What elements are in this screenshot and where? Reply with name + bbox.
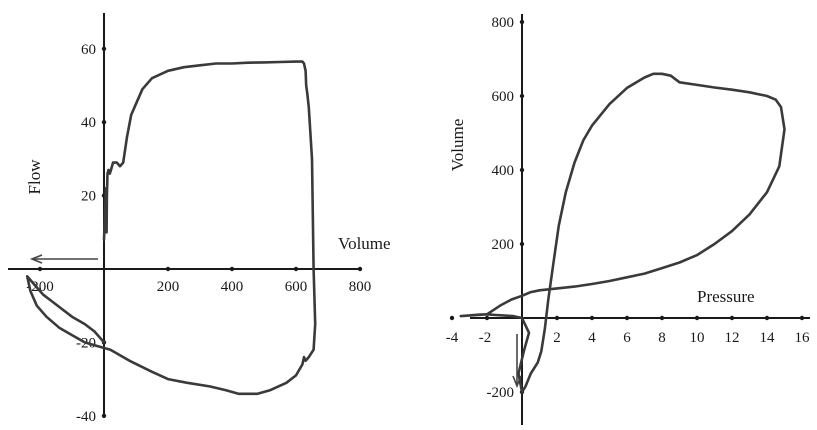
x-tick-label: 600 [285,279,308,295]
x-tick-label: 6 [623,330,631,346]
x-tick-mark [694,315,700,321]
x-tick-mark [799,315,805,321]
x-tick-label: 16 [795,330,811,346]
x-tick-mark [229,266,235,272]
x-tick-mark [449,315,455,321]
x-tick-mark [659,315,665,321]
x-tick-label: 4 [588,330,596,346]
x-tick-mark [357,266,363,272]
x-tick-label: 400 [221,279,244,295]
y-tick-label: 800 [492,15,515,31]
x-tick-mark [37,266,43,272]
y-tick-label: 600 [492,89,515,105]
x-tick-label: 2 [553,330,561,346]
y-tick-mark [101,46,107,51]
y-tick-label: -200 [487,385,515,401]
flow-volume-loop [25,60,317,396]
x-tick-label: 14 [760,330,776,346]
x-tick-label: -4 [446,330,459,346]
y-tick-label: 20 [81,189,96,205]
y-axis-title: Volume [448,119,467,172]
y-tick-label: 40 [81,115,96,131]
y-tick-label: -40 [76,409,96,425]
y-tick-mark [519,93,525,99]
x-tick-mark [165,266,171,272]
y-axis-title: Flow [25,159,44,195]
x-tick-mark [764,315,770,321]
x-axis-title: Pressure [697,287,755,306]
x-tick-mark [554,315,560,321]
y-tick-label: 60 [81,42,96,58]
x-tick-mark [624,315,630,321]
x-tick-mark [589,315,595,321]
y-tick-mark [519,241,525,247]
x-tick-label: 800 [349,279,372,295]
x-tick-mark [484,315,490,321]
pressure-volume-chart: Pressure Volume -4 -2 2 4 6 8 10 12 14 16 800 600 40… [446,14,810,425]
y-tick-label: 400 [492,163,515,179]
x-tick-label: 200 [157,279,180,295]
y-tick-mark [101,413,107,418]
y-tick-label: 200 [492,237,515,253]
x-axis-title: Volume [338,234,391,253]
y-tick-mark [101,120,107,125]
tick-group: -4 -2 2 4 6 8 10 12 14 16 800 600 400 200 -200 [446,15,810,401]
x-tick-label: 10 [690,330,705,346]
y-tick-mark [519,19,525,25]
pressure-volume-loop [459,72,786,394]
x-tick-label: 12 [725,330,740,346]
x-tick-label: 8 [658,330,666,346]
x-tick-label: -2 [479,330,492,346]
x-tick-mark [293,266,299,272]
x-tick-mark [729,315,735,321]
direction-arrow-head [29,254,43,264]
y-tick-mark [519,167,525,173]
